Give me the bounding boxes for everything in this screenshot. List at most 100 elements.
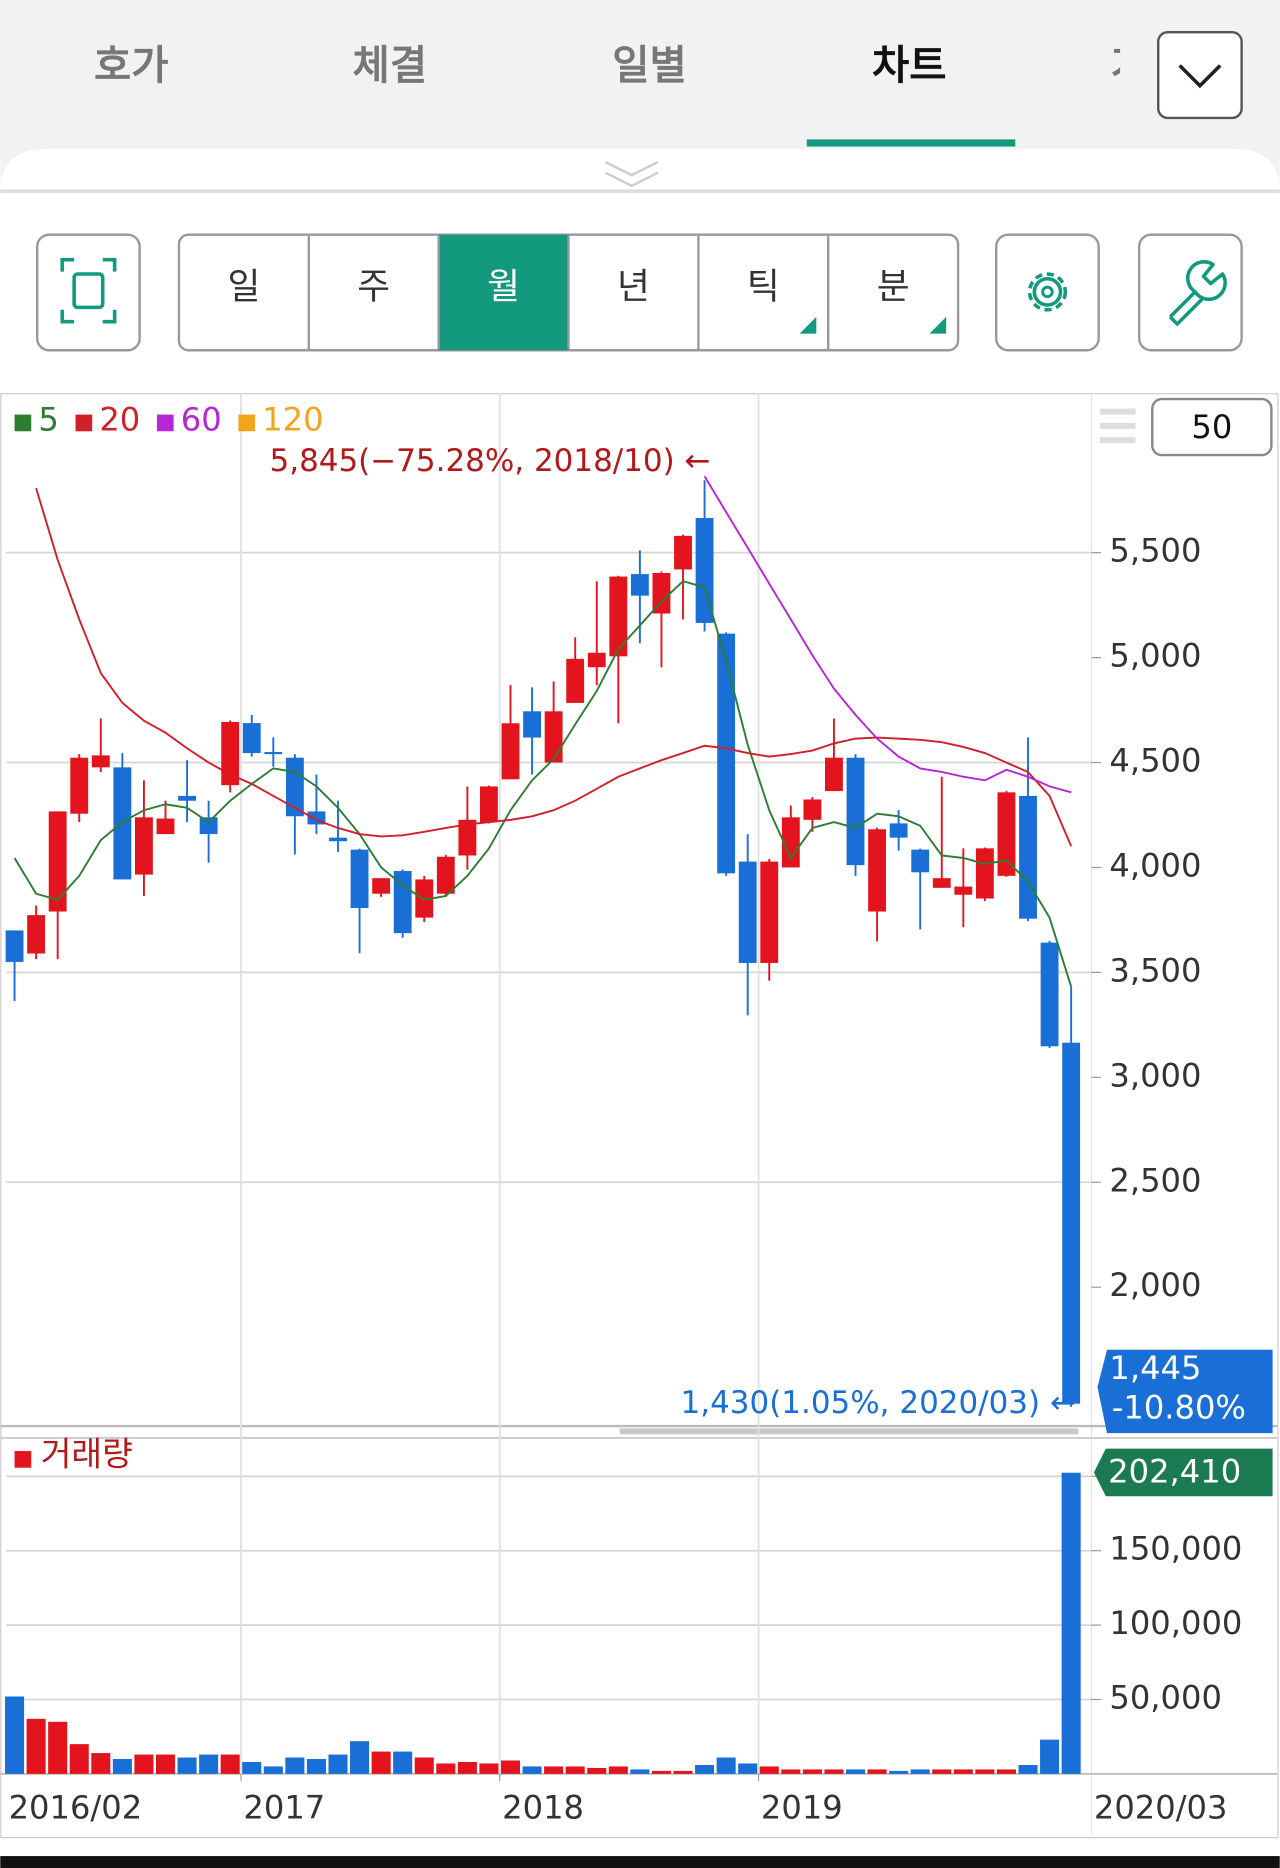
candle-body — [285, 757, 304, 817]
tools-button[interactable] — [1137, 233, 1243, 352]
submenu-marker — [929, 316, 947, 334]
candle-body — [393, 871, 412, 934]
dropdown-box[interactable] — [1157, 30, 1243, 120]
volume-bar — [500, 1760, 521, 1774]
chart: 2,000 2,500 3,000 3,500 4,000 4,500 5,000 5,500… — [0, 393, 1278, 1827]
count-box[interactable] — [1151, 397, 1273, 457]
scrollbar[interactable] — [619, 1428, 1079, 1435]
candle-body — [264, 752, 283, 755]
candle-body — [652, 573, 671, 614]
submenu-marker — [799, 316, 817, 334]
candle-body — [1040, 942, 1059, 1047]
candle-body — [415, 879, 434, 918]
period-label[interactable]: 분 — [877, 266, 910, 307]
volume-bar — [306, 1759, 326, 1774]
volume-bar — [220, 1754, 240, 1774]
candle-body — [221, 722, 240, 786]
legend-label: 5 — [38, 401, 58, 439]
candle-body — [975, 848, 994, 899]
button-frame[interactable] — [1137, 233, 1243, 352]
dropdown-button[interactable] — [1120, 11, 1280, 132]
menu-line — [1099, 408, 1136, 415]
candle-body — [630, 574, 649, 596]
candle-body — [199, 817, 218, 835]
volume-bar — [134, 1754, 154, 1774]
volume-bar — [112, 1759, 132, 1774]
volume-bar — [953, 1769, 973, 1774]
visible-count: 50 — [1191, 408, 1232, 446]
settings-button[interactable] — [995, 233, 1100, 352]
candle-body — [868, 829, 887, 912]
volume-bar — [414, 1757, 434, 1774]
candle-body — [1062, 1042, 1081, 1404]
legend-label: 120 — [262, 401, 323, 439]
fullscreen-icon-center — [72, 272, 105, 310]
last-price-label: 1,445 — [1109, 1349, 1201, 1387]
candle-body — [27, 915, 46, 954]
volume-bar — [91, 1753, 111, 1774]
volume-bar — [48, 1721, 68, 1774]
volume-title: 거래량 — [41, 1434, 133, 1473]
tab-label[interactable]: 일별 — [612, 41, 687, 89]
candle-body — [134, 817, 153, 875]
volume-bar — [522, 1766, 542, 1774]
tab-label[interactable]: 차트 — [872, 41, 947, 89]
gear-hub — [1041, 285, 1054, 299]
button-frame[interactable] — [995, 233, 1100, 352]
period-label[interactable]: 월 — [487, 266, 520, 307]
volume-tick-label: 150,000 — [1109, 1530, 1242, 1568]
period-label[interactable]: 틱 — [747, 266, 780, 307]
candle-body — [609, 576, 628, 657]
menu-icon[interactable] — [1099, 408, 1136, 444]
last-price-box — [1097, 1349, 1273, 1434]
volume-bar — [651, 1770, 671, 1774]
candle-body — [954, 886, 973, 895]
volume-bar — [910, 1769, 930, 1774]
wrench-icon — [1168, 260, 1227, 326]
candle-body — [695, 518, 714, 623]
candle-body — [932, 878, 951, 888]
candle-body — [372, 878, 391, 894]
candle-body — [350, 849, 369, 908]
volume-bar — [199, 1754, 219, 1774]
volume-bar — [436, 1763, 456, 1774]
legend-swatch — [238, 414, 256, 432]
y-tick-label: 2,500 — [1109, 1161, 1201, 1199]
candle-body — [113, 767, 132, 880]
candle-body — [803, 799, 822, 820]
y-tick-label: 5,000 — [1109, 637, 1201, 675]
legend-swatch — [14, 1451, 32, 1468]
candle-body — [523, 711, 542, 738]
volume-bar — [738, 1763, 758, 1774]
tab-label[interactable]: 체결 — [353, 41, 428, 89]
period-label[interactable]: 년 — [617, 266, 650, 307]
candle-body — [70, 757, 89, 814]
period-label[interactable]: 주 — [357, 266, 390, 307]
tab-label[interactable]: 호가 — [94, 41, 169, 89]
active-tab-underline — [806, 139, 1016, 147]
volume-bar — [177, 1757, 197, 1774]
volume-bar — [975, 1769, 995, 1774]
y-tick-label: 4,000 — [1109, 846, 1201, 884]
candle-body — [329, 837, 347, 842]
period-label[interactable]: 일 — [227, 266, 260, 307]
volume-bar — [328, 1754, 348, 1774]
fullscreen-button[interactable] — [35, 233, 141, 352]
moving-average-line — [13, 580, 1073, 987]
candle-body — [825, 757, 843, 792]
volume-bar — [630, 1769, 650, 1774]
candle-body — [738, 861, 757, 963]
candle-body — [501, 723, 520, 780]
y-tick-label: 3,000 — [1109, 1056, 1201, 1094]
volume-bar — [673, 1770, 693, 1774]
volume-bar — [350, 1741, 370, 1774]
candle-body — [480, 786, 498, 823]
volume-bar — [996, 1769, 1016, 1774]
button-frame[interactable] — [35, 233, 141, 352]
x-tick-label: 2020/03 — [1094, 1789, 1228, 1827]
volume-bar — [759, 1766, 779, 1774]
handle-icon[interactable] — [604, 160, 659, 188]
